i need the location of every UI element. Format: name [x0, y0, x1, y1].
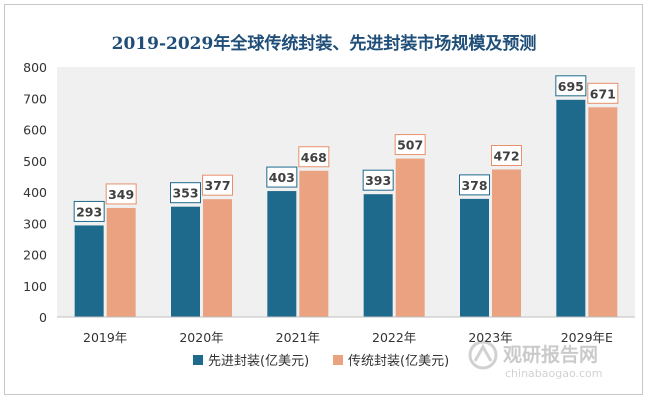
watermark-url: chinabaogao.com [505, 367, 603, 380]
x-tick-label: 2021年 [276, 330, 320, 345]
bar-advanced [460, 198, 489, 317]
data-label-box [362, 169, 394, 191]
bar-traditional [588, 107, 618, 317]
y-axis: 0 100 200 300 400 500 600 700 800 [23, 60, 47, 325]
bar-traditional [106, 207, 136, 317]
bar-chart: 2019-2029年全球传统封装、先进封装市场规模及预测 观研报告网 china… [23, 33, 635, 380]
data-label: 378 [461, 178, 487, 193]
x-tick-label: 2029年E [561, 330, 613, 345]
y-tick-label: 300 [23, 216, 47, 231]
x-tick-label: 2023年 [468, 330, 512, 345]
data-label: 377 [204, 178, 230, 193]
legend-label: 传统封装(亿美元) [348, 354, 449, 369]
data-label-box [202, 174, 233, 196]
y-tick-label: 500 [23, 154, 47, 169]
bar-traditional [492, 169, 521, 317]
data-label: 472 [493, 149, 519, 164]
data-label-box [170, 182, 201, 204]
y-tick-label: 600 [23, 123, 47, 138]
y-tick-label: 100 [23, 279, 47, 294]
legend-swatch [333, 355, 343, 365]
data-label: 293 [76, 204, 102, 219]
data-label: 393 [365, 173, 391, 188]
data-label-box [491, 145, 522, 166]
data-label-box [73, 200, 105, 222]
bar-advanced [171, 206, 200, 317]
data-label-box [105, 183, 137, 205]
bar-advanced [267, 191, 297, 317]
data-label: 349 [108, 187, 134, 202]
chart-title: 2019-2029年全球传统封装、先进封装市场规模及预测 [112, 33, 537, 54]
data-label: 507 [397, 138, 423, 153]
data-label: 353 [172, 186, 198, 201]
bar-advanced [74, 225, 104, 317]
data-label-box [459, 174, 490, 196]
watermark-brand: 观研报告网 [503, 343, 598, 366]
bar-advanced [556, 99, 586, 317]
legend: 先进封装(亿美元) 传统封装(亿美元) [193, 354, 449, 369]
y-tick-label: 800 [23, 60, 47, 75]
data-label-box [587, 82, 619, 104]
data-label-box [298, 146, 330, 168]
bar-traditional [395, 158, 425, 317]
data-label: 468 [301, 150, 327, 165]
y-tick-label: 200 [23, 248, 47, 263]
data-label: 695 [558, 79, 584, 94]
watermark-logo-icon [468, 340, 498, 370]
x-axis: 2019年 2020年 2021年 2022年 2023年 2029年E [57, 316, 635, 345]
y-tick-label: 700 [23, 91, 47, 106]
bar-traditional [203, 199, 232, 317]
y-tick-label: 0 [39, 310, 47, 325]
x-tick-label: 2020年 [179, 330, 223, 345]
legend-label: 先进封装(亿美元) [208, 354, 309, 369]
plot-background [57, 67, 635, 317]
data-label: 403 [269, 170, 295, 185]
x-tick-label: 2019年 [83, 330, 127, 345]
data-label-box [266, 166, 298, 188]
watermark: 观研报告网 chinabaogao.com [468, 340, 603, 380]
bar-advanced [363, 194, 393, 317]
data-label-box [394, 134, 426, 156]
bar-traditional [299, 170, 329, 317]
chart-frame: 2019-2029年全球传统封装、先进封装市场规模及预测 观研报告网 china… [4, 4, 643, 395]
data-label-box [555, 75, 587, 97]
x-tick-label: 2022年 [372, 330, 416, 345]
y-tick-label: 400 [23, 185, 47, 200]
legend-swatch [193, 355, 203, 365]
data-label: 671 [590, 86, 616, 101]
bars: 293 349 353 377 403 468 393 507 378 472 695 671 [73, 75, 619, 317]
